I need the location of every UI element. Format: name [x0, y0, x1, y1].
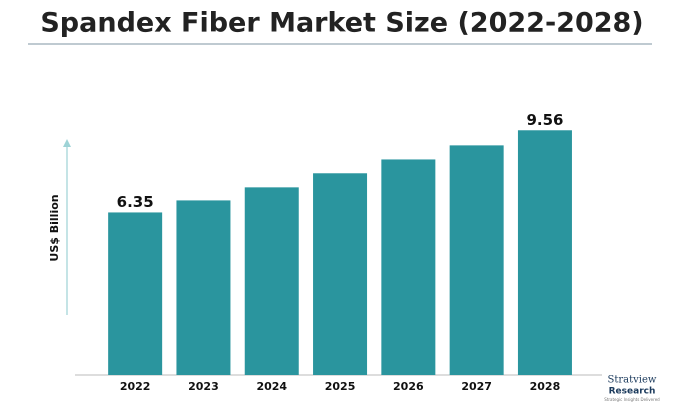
- bar: [381, 159, 436, 375]
- x-tick-label: 2024: [256, 380, 287, 393]
- bar: [244, 187, 299, 375]
- arrow-head: [63, 139, 71, 147]
- x-tick-label: 2023: [188, 380, 219, 393]
- chart-title: Spandex Fiber Market Size (2022-2028): [40, 8, 643, 39]
- x-tick-label: 2028: [530, 380, 561, 393]
- bar: [517, 130, 572, 375]
- logo-tagline: Strategic Insights Delivered: [604, 397, 660, 402]
- y-axis-label: US$ Billion: [48, 194, 61, 261]
- bar: [313, 173, 368, 375]
- x-tick-label: 2025: [325, 380, 356, 393]
- data-label: 9.56: [526, 111, 563, 129]
- x-tick-label: 2026: [393, 380, 424, 393]
- logo-name: Stratview: [608, 375, 657, 386]
- bar: [108, 212, 163, 375]
- logo-sub: Research: [609, 387, 656, 397]
- bar: [449, 145, 504, 375]
- bar: [176, 200, 231, 375]
- x-tick-label: 2027: [461, 380, 492, 393]
- data-label: 6.35: [117, 193, 154, 211]
- x-tick-label: 2022: [120, 380, 151, 393]
